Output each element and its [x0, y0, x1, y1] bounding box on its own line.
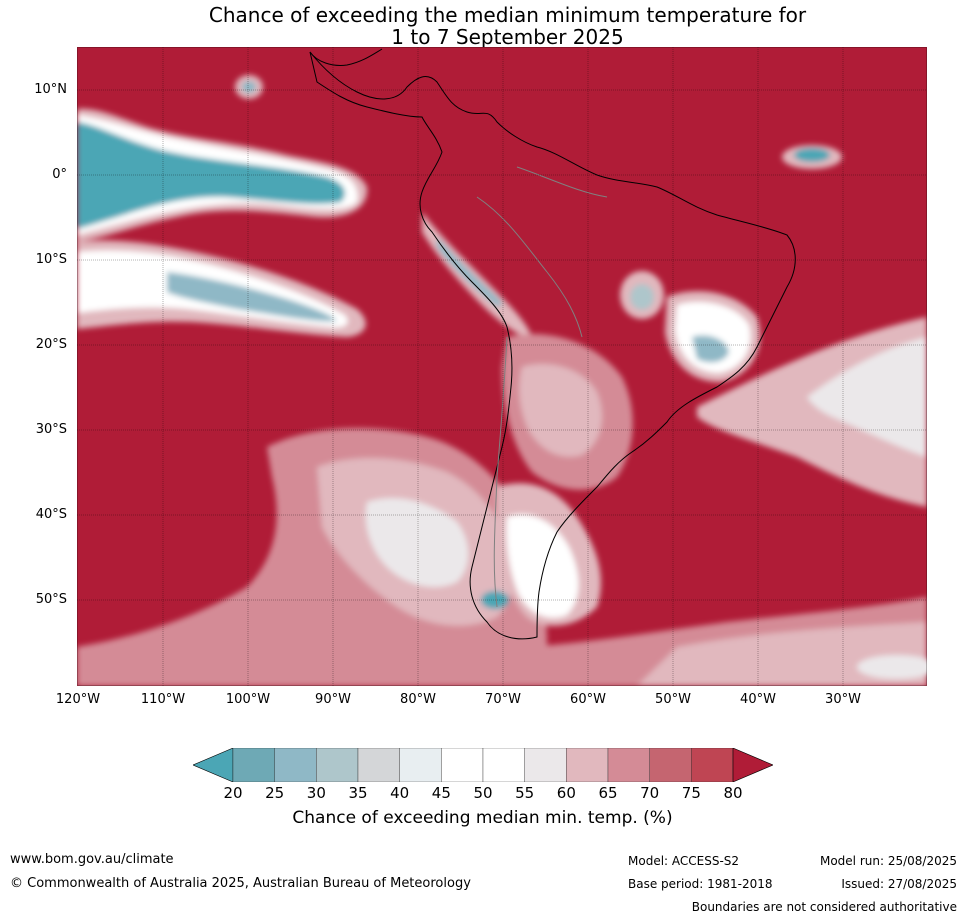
model-run-text: Model run: 25/08/2025	[819, 854, 957, 868]
border-brazil-north	[516, 166, 608, 198]
base-period-text: Base period: 1981-2018	[628, 877, 773, 891]
border-bolivia	[546, 271, 583, 338]
colorbar-segment	[691, 748, 734, 782]
colorbar-segment	[607, 748, 650, 782]
disclaimer-text: Boundaries are not considered authoritat…	[691, 900, 957, 914]
colorbar-tick-label: 35	[348, 784, 368, 802]
colorbar-tick-label: 30	[306, 784, 326, 802]
colorbar-segment	[649, 748, 692, 782]
colorbar	[193, 748, 773, 782]
lon-label-30w: 30°W	[825, 692, 861, 707]
southern-strip-light	[637, 622, 927, 686]
colorbar-tick-label: 45	[431, 784, 451, 802]
south-pacific-patch-light	[365, 498, 469, 587]
lon-label-120w: 120°W	[55, 692, 101, 707]
lon-label-40w: 40°W	[740, 692, 776, 707]
colorbar-high-extend	[732, 748, 773, 782]
colorbar-tick-label: 50	[473, 784, 493, 802]
lat-label-50s: 50°S	[35, 592, 67, 607]
copyright-text: © Commonwealth of Australia 2025, Austra…	[10, 876, 471, 891]
border-peru-brazil	[476, 196, 548, 273]
lon-label-90w: 90°W	[315, 692, 351, 707]
colorbar-tick-label: 80	[723, 784, 743, 802]
probability-map	[77, 47, 927, 686]
south-atlantic-patch-mid	[807, 337, 927, 457]
colorbar-segment	[524, 748, 567, 782]
colorbar-segment	[482, 748, 525, 782]
colorbar-tick-label: 20	[223, 784, 243, 802]
border-argentina-chile	[493, 336, 508, 608]
title-line-2: 1 to 7 September 2025	[391, 25, 624, 49]
central-america-coastline	[309, 48, 383, 66]
lon-label-110w: 110°W	[140, 692, 186, 707]
lat-label-30s: 30°S	[35, 422, 67, 437]
colorbar-tick-label: 60	[556, 784, 576, 802]
colorbar-tick-label: 55	[515, 784, 535, 802]
colorbar-tick-label: 75	[681, 784, 701, 802]
issued-text: Issued: 27/08/2025	[841, 877, 957, 891]
lat-label-10s: 10°S	[35, 252, 67, 267]
lon-label-50w: 50°W	[655, 692, 691, 707]
brazil-patch-core	[692, 335, 729, 363]
colorbar-segment	[316, 748, 359, 782]
colorbar-tick-label: 25	[265, 784, 285, 802]
lat-label-10n: 10°N	[34, 82, 67, 97]
colorbar-tick-label: 65	[598, 784, 618, 802]
lon-label-70w: 70°W	[485, 692, 521, 707]
coastlines	[309, 48, 796, 640]
patch-15s-55w-core	[630, 284, 654, 310]
patch-eq-30w-core	[794, 148, 830, 162]
patagonia-patch-white	[506, 514, 579, 618]
pacific-south-band-core	[167, 272, 337, 322]
colorbar-segment	[232, 748, 275, 782]
colorbar-segment	[357, 748, 400, 782]
colorbar-tick-label: 70	[640, 784, 660, 802]
colorbar-low-extend	[193, 748, 234, 782]
colorbar-segment	[274, 748, 317, 782]
colorbar-tick-label: 40	[390, 784, 410, 802]
map-frame	[77, 47, 927, 686]
lon-label-60w: 60°W	[570, 692, 606, 707]
title-line-1: Chance of exceeding the median minimum t…	[208, 3, 807, 27]
country-borders	[476, 166, 608, 608]
colorbar-segment	[441, 748, 484, 782]
graticule	[77, 47, 927, 686]
andes-patch-core	[437, 237, 502, 307]
laplata-patch-light	[519, 364, 602, 457]
patch-52s-30w	[857, 655, 927, 679]
lat-label-40s: 40°S	[35, 507, 67, 522]
map-title: Chance of exceeding the median minimum t…	[0, 4, 965, 48]
model-text: Model: ACCESS-S2	[628, 854, 740, 868]
lat-label-0: 0°	[52, 167, 67, 182]
south-america-coastline	[309, 51, 796, 640]
pacific-equatorial-patch-core	[77, 122, 345, 229]
website-text: www.bom.gov.au/climate	[10, 852, 174, 867]
colorbar-segment	[566, 748, 609, 782]
andes-patch-outer	[422, 212, 532, 338]
colorbar-label: Chance of exceeding median min. temp. (%…	[292, 808, 673, 828]
lon-label-100w: 100°W	[225, 692, 271, 707]
patch-10n-100w-core	[242, 81, 256, 93]
colorbar-segment	[399, 748, 442, 782]
lon-label-80w: 80°W	[400, 692, 436, 707]
lat-label-20s: 20°S	[35, 337, 67, 352]
